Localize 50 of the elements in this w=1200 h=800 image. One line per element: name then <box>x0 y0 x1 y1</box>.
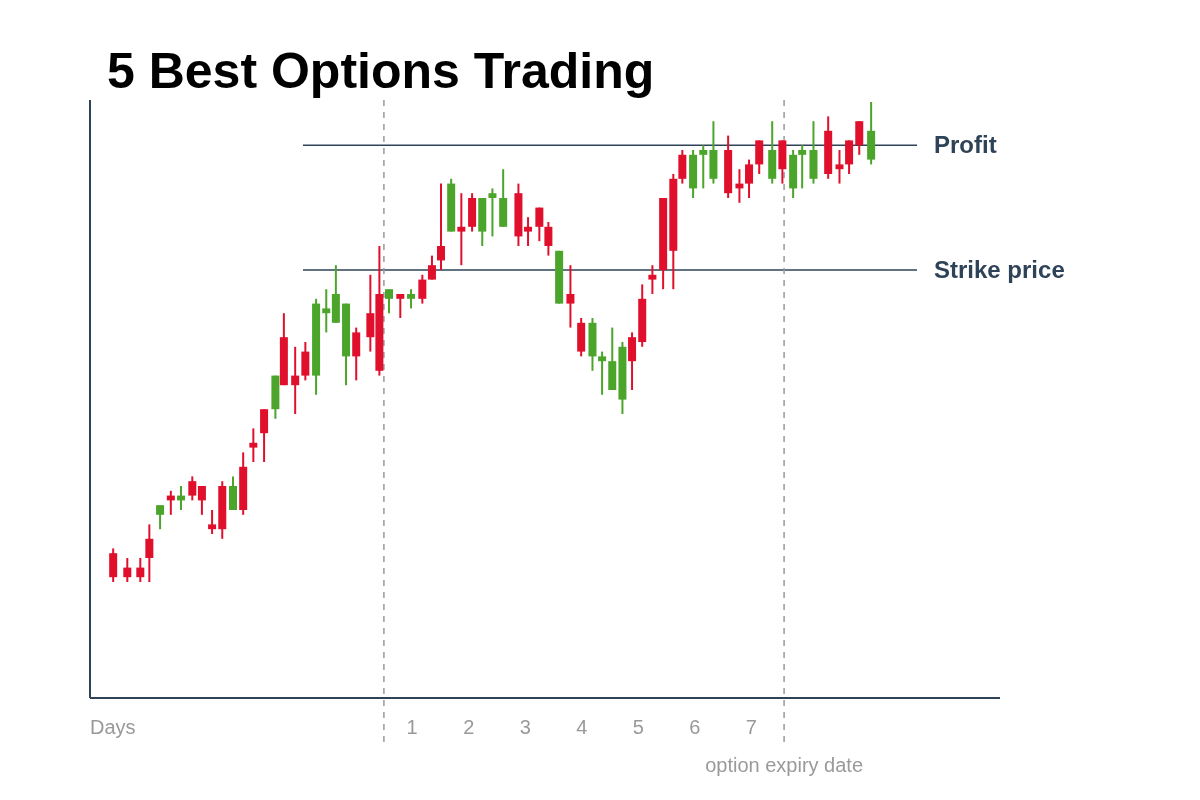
candlestick <box>229 475 237 511</box>
ref-line-label: option expiry date <box>705 754 864 776</box>
candlestick <box>488 187 497 238</box>
candlestick <box>798 144 807 190</box>
candlestick <box>352 326 361 382</box>
candlestick <box>136 557 145 583</box>
candlestick <box>845 139 854 175</box>
candlestick <box>745 158 754 199</box>
candlestick <box>678 149 687 185</box>
candlestick <box>385 288 393 315</box>
candlestick <box>699 144 708 190</box>
x-tick-label: 6 <box>689 716 701 738</box>
ref-line-label: Strike price <box>934 256 1065 283</box>
chart-title: 5 Best Options Trading <box>107 43 655 99</box>
candlestick <box>249 427 258 463</box>
candlestick <box>524 216 533 247</box>
x-tick-label: 4 <box>576 716 588 738</box>
candlestick <box>535 206 544 243</box>
candlestick <box>291 345 300 415</box>
x-tick-label: 7 <box>745 716 757 738</box>
candlestick <box>648 264 657 295</box>
x-tick-label: 3 <box>519 716 531 738</box>
candlestick <box>188 475 197 502</box>
x-tick-label: 2 <box>463 716 475 738</box>
candlestick <box>418 273 427 305</box>
candlestick <box>396 293 405 319</box>
candlestick <box>301 341 310 382</box>
candlestick <box>208 509 217 535</box>
candlestick <box>566 264 575 329</box>
x-axis-title: Days <box>90 716 136 738</box>
candlestick <box>123 557 132 583</box>
candlestick <box>260 408 269 463</box>
candlestick <box>109 547 118 583</box>
candlestick <box>835 149 844 185</box>
candlestick <box>437 182 445 271</box>
candlestick <box>407 288 416 310</box>
x-tick-label: 1 <box>406 716 418 738</box>
candlestick <box>197 485 206 516</box>
ref-line-label: Profit <box>934 131 997 159</box>
candlestick <box>156 504 165 531</box>
candlestick <box>544 221 553 257</box>
candlestick <box>628 331 637 391</box>
x-tick-label: 5 <box>632 716 644 738</box>
candlestick <box>855 120 864 156</box>
candlestick <box>322 288 331 334</box>
candlestick <box>145 523 154 583</box>
candlestick <box>457 192 466 267</box>
candlestick <box>755 139 764 175</box>
candlestick <box>598 350 607 396</box>
candlestick <box>427 254 436 281</box>
